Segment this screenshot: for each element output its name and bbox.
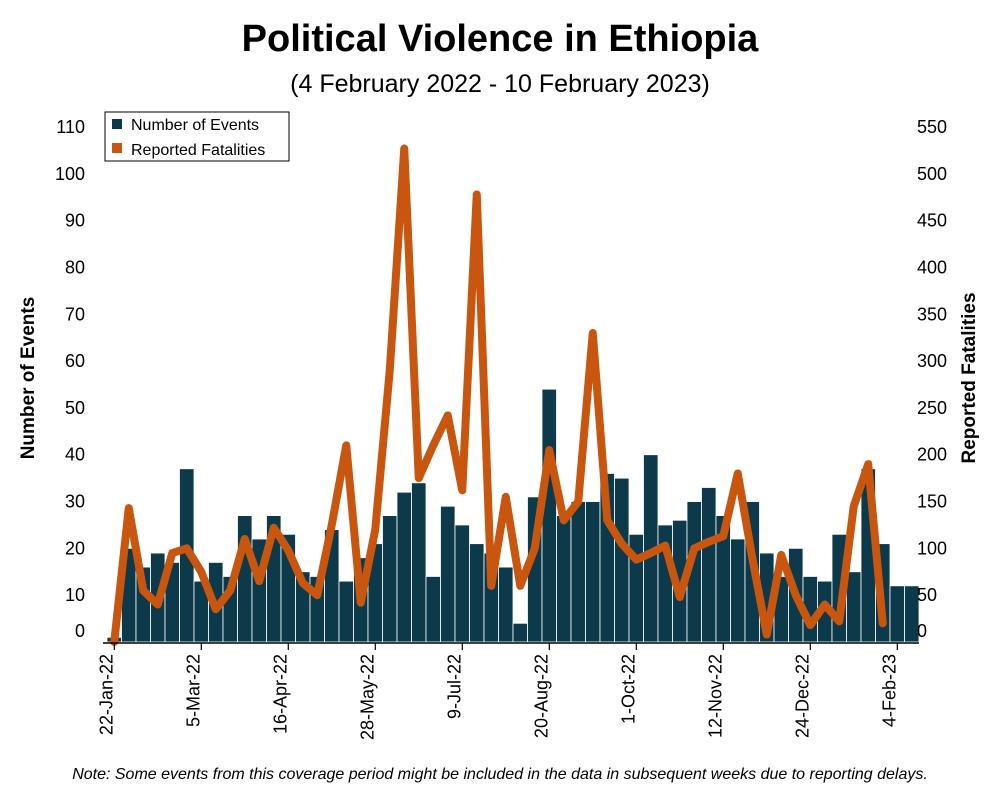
event-bar (889, 585, 905, 643)
left-tick-label: 30 (65, 492, 85, 512)
x-tick-label: 9-Jul-22 (444, 654, 464, 719)
event-bar (338, 580, 354, 643)
x-tick-label: 5-Mar-22 (183, 654, 203, 727)
event-bar (585, 501, 601, 643)
right-tick-label: 0 (917, 621, 927, 641)
right-tick-label: 200 (917, 445, 947, 465)
left-tick-label: 0 (75, 621, 85, 641)
event-bar (425, 576, 441, 643)
right-tick-label: 450 (917, 211, 947, 231)
event-bar (904, 585, 920, 643)
x-tick-label: 4-Feb-23 (879, 654, 899, 727)
x-axis-ticks: 22-Jan-22 5-Mar-22 16-Apr-22 28-May-22 9-Jul… (96, 643, 899, 740)
left-axis-ticks: 0 10 20 30 40 50 60 70 80 90 100 110 (55, 117, 85, 641)
event-bar (469, 543, 485, 643)
left-tick-label: 20 (65, 538, 85, 558)
x-tick-label: 16-Apr-22 (270, 654, 290, 734)
legend-swatch-fatalities (112, 143, 122, 153)
left-tick-label: 50 (65, 398, 85, 418)
right-tick-label: 150 (917, 492, 947, 512)
x-tick-label: 1-Oct-22 (618, 654, 638, 724)
chart-subtitle: (4 February 2022 - 10 February 2023) (290, 70, 710, 98)
left-tick-label: 60 (65, 351, 85, 371)
event-bar (512, 622, 528, 643)
right-axis-ticks: 0 50 100 150 200 250 300 350 400 450 500 550 (917, 117, 947, 641)
event-bar (846, 571, 862, 643)
right-tick-label: 400 (917, 258, 947, 278)
event-bar (541, 388, 557, 643)
left-tick-label: 110 (56, 117, 85, 137)
legend-box (104, 111, 290, 162)
right-axis-title: Reported Fatalities (959, 292, 980, 463)
x-tick-label: 28-May-22 (357, 654, 377, 740)
event-bar (382, 515, 398, 643)
chart-title: Political Violence in Ethiopia (241, 18, 759, 60)
fatalities-line-layer (110, 144, 887, 646)
x-tick-label: 20-Aug-22 (531, 654, 551, 738)
legend-label-fatalities: Reported Fatalities (131, 142, 265, 159)
chart-note: Note: Some events from this coverage per… (72, 766, 928, 783)
legend-swatch-events (112, 119, 122, 129)
right-tick-label: 100 (917, 538, 947, 558)
left-tick-label: 80 (65, 258, 85, 278)
right-tick-label: 250 (917, 398, 947, 418)
event-bar (454, 524, 470, 643)
event-bar (614, 477, 630, 643)
left-tick-label: 40 (65, 445, 85, 465)
right-tick-label: 500 (917, 164, 947, 184)
event-bar (498, 566, 514, 643)
event-bar (237, 515, 253, 643)
event-bar (440, 505, 456, 643)
left-axis-title: Number of Events (18, 297, 39, 460)
x-tick-label: 24-Dec-22 (792, 654, 812, 738)
event-bar (701, 487, 717, 643)
left-tick-label: 90 (65, 211, 85, 231)
event-bar (570, 501, 586, 643)
fatalities-line (110, 144, 887, 646)
right-tick-label: 550 (917, 117, 947, 137)
event-bar (396, 491, 412, 643)
x-tick-label: 22-Jan-22 (96, 654, 116, 735)
x-tick-label: 12-Nov-22 (705, 654, 725, 738)
event-bar (411, 482, 427, 643)
left-tick-label: 10 (65, 585, 85, 605)
legend-label-events: Number of Events (131, 117, 259, 134)
right-tick-label: 300 (917, 351, 947, 371)
left-tick-label: 70 (65, 304, 85, 324)
legend: Number of Events Reported Fatalities (104, 111, 290, 162)
event-bar (730, 538, 746, 643)
right-tick-label: 50 (917, 585, 937, 605)
right-tick-label: 350 (917, 304, 947, 324)
event-bar (556, 515, 572, 643)
left-tick-label: 100 (55, 164, 85, 184)
